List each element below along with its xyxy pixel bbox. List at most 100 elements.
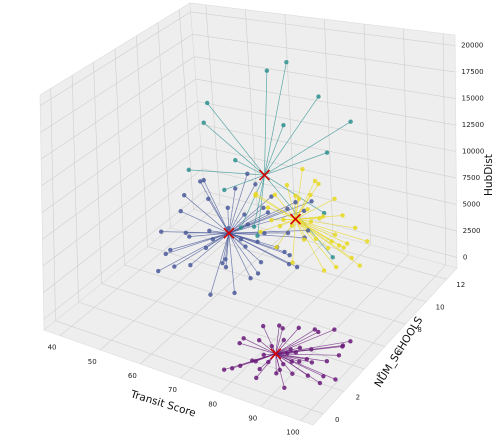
- data-point: [243, 244, 247, 248]
- data-point: [222, 188, 226, 192]
- data-point: [333, 233, 337, 237]
- data-point: [310, 360, 314, 364]
- data-point: [326, 246, 330, 250]
- data-point: [308, 193, 312, 197]
- z-tick-label: 15000: [462, 95, 484, 103]
- data-point: [262, 353, 266, 357]
- data-point: [350, 256, 354, 260]
- data-point: [220, 261, 224, 265]
- data-point: [172, 264, 176, 268]
- data-point: [293, 200, 297, 204]
- x-tick-label: 80: [208, 400, 217, 408]
- data-point: [224, 265, 228, 269]
- data-point: [287, 253, 291, 257]
- data-point: [321, 374, 325, 378]
- data-point: [206, 197, 210, 201]
- data-point: [297, 196, 301, 200]
- data-point: [179, 209, 183, 213]
- data-point: [259, 260, 263, 264]
- data-point: [257, 338, 261, 342]
- data-point: [316, 182, 320, 186]
- data-point: [318, 381, 322, 385]
- data-point: [274, 371, 278, 375]
- data-point: [256, 271, 260, 275]
- data-point: [341, 343, 345, 347]
- data-point: [333, 377, 337, 381]
- data-point: [309, 199, 313, 203]
- data-point: [289, 347, 293, 351]
- data-point: [266, 210, 270, 214]
- data-point: [278, 368, 282, 372]
- data-point: [273, 193, 277, 197]
- data-point: [233, 186, 237, 190]
- data-point: [337, 243, 341, 247]
- data-point: [168, 248, 172, 252]
- data-point: [290, 372, 294, 376]
- data-point: [258, 367, 262, 371]
- data-point: [266, 205, 270, 209]
- data-point: [237, 341, 241, 345]
- data-point: [281, 326, 285, 330]
- data-point: [322, 268, 326, 272]
- data-point: [252, 225, 256, 229]
- data-point: [286, 231, 290, 235]
- data-point: [255, 234, 259, 238]
- data-point: [329, 239, 333, 243]
- data-point: [278, 224, 282, 228]
- data-point: [353, 226, 357, 230]
- data-point: [290, 260, 294, 264]
- z-tick-label: 0: [463, 253, 467, 261]
- data-point: [298, 346, 302, 350]
- data-point: [254, 359, 258, 363]
- data-point: [211, 237, 215, 241]
- data-point: [314, 237, 318, 241]
- data-point: [204, 246, 208, 250]
- data-point: [261, 324, 265, 328]
- data-point: [332, 197, 336, 201]
- data-point: [313, 179, 317, 183]
- data-point: [274, 245, 278, 249]
- data-point: [306, 228, 310, 232]
- data-point: [309, 347, 313, 351]
- data-point: [309, 219, 313, 223]
- data-point: [285, 183, 289, 187]
- data-point: [239, 237, 243, 241]
- data-point: [331, 255, 335, 259]
- y-tick-label: 10: [436, 304, 445, 312]
- data-point: [182, 193, 186, 197]
- x-tick-label: 50: [88, 358, 97, 366]
- data-point: [302, 237, 306, 241]
- x-tick-label: 90: [248, 415, 257, 423]
- data-point: [241, 336, 245, 340]
- data-point: [233, 158, 237, 162]
- data-point: [293, 193, 297, 197]
- x-axis-label: Transit Score: [128, 388, 197, 420]
- z-tick-label: 10000: [462, 148, 484, 156]
- data-point: [290, 359, 294, 363]
- data-point: [156, 269, 160, 273]
- data-point: [187, 168, 191, 172]
- data-point: [269, 218, 273, 222]
- data-point: [254, 192, 258, 196]
- data-point: [313, 327, 317, 331]
- data-point: [258, 230, 262, 234]
- data-point: [285, 351, 289, 355]
- data-point: [325, 359, 329, 363]
- data-point: [306, 373, 310, 377]
- data-point: [334, 265, 338, 269]
- data-point: [332, 327, 336, 331]
- data-point: [261, 206, 265, 210]
- x-tick-label: 70: [168, 386, 177, 394]
- z-tick-label: 17500: [461, 68, 483, 76]
- data-point: [284, 60, 288, 64]
- data-point: [187, 234, 191, 238]
- z-axis-label: HubDist: [483, 154, 495, 196]
- data-point: [277, 323, 281, 327]
- data-point: [270, 344, 274, 348]
- data-point: [337, 353, 341, 357]
- data-point: [316, 94, 320, 98]
- z-tick-label: 20000: [461, 42, 483, 50]
- data-point: [348, 339, 352, 343]
- data-point: [254, 376, 258, 380]
